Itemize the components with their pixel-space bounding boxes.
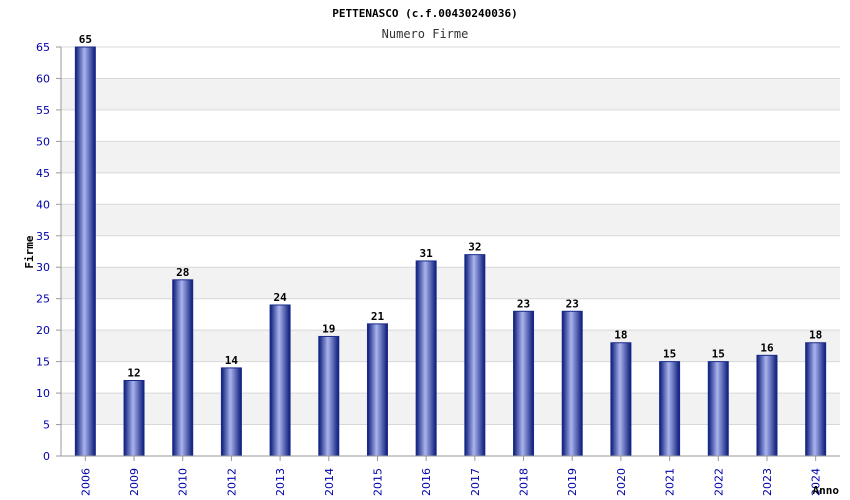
grid-band xyxy=(61,141,840,173)
bar-value-label: 31 xyxy=(420,247,434,260)
bar-value-label: 15 xyxy=(663,348,676,361)
bar-value-label: 16 xyxy=(760,341,774,354)
bar xyxy=(561,310,583,457)
x-axis-label: Anno xyxy=(813,484,840,497)
bar xyxy=(610,342,632,457)
y-tick-label: 55 xyxy=(36,104,50,117)
y-tick-label: 5 xyxy=(43,419,50,432)
y-axis-ticks: 0 5 10 15 20 25 30 35 40 45 50 55 60 65 xyxy=(36,41,61,463)
x-tick-label: 2013 xyxy=(274,468,287,496)
bar xyxy=(318,335,340,457)
y-tick-label: 40 xyxy=(36,198,50,211)
x-tick-label: 2015 xyxy=(371,468,384,496)
x-tick-label: 2016 xyxy=(420,468,433,496)
x-tick-label: 2010 xyxy=(177,468,190,496)
y-tick-label: 25 xyxy=(36,293,50,306)
bar-value-label: 32 xyxy=(468,241,481,254)
bar xyxy=(366,323,388,457)
bar-value-label: 18 xyxy=(809,329,822,342)
bar-value-label: 18 xyxy=(614,329,627,342)
bar xyxy=(415,260,437,457)
bar xyxy=(269,304,291,457)
bar-value-label: 23 xyxy=(517,297,530,310)
y-tick-label: 60 xyxy=(36,72,50,85)
x-tick-label: 2014 xyxy=(323,468,336,496)
y-tick-label: 50 xyxy=(36,135,50,148)
y-axis-label: Firme xyxy=(23,235,36,268)
y-tick-label: 30 xyxy=(36,261,50,274)
bar xyxy=(74,46,96,457)
chart-title: PETTENASCO (c.f.00430240036) xyxy=(332,7,517,20)
bar xyxy=(464,254,486,457)
x-tick-label: 2024 xyxy=(810,468,823,496)
y-tick-label: 20 xyxy=(36,324,50,337)
x-axis-ticks: 2006 2009 2010 2012 2013 2014 2015 2016 2017 2018… xyxy=(79,456,823,496)
bar xyxy=(756,354,778,457)
grid-band xyxy=(61,78,840,110)
x-tick-label: 2019 xyxy=(566,468,579,496)
chart-subtitle: Numero Firme xyxy=(382,27,469,41)
bar-value-label: 21 xyxy=(371,310,385,323)
y-tick-label: 0 xyxy=(43,450,50,463)
x-tick-label: 2006 xyxy=(79,468,92,496)
y-tick-label: 10 xyxy=(36,387,50,400)
bar-value-label: 12 xyxy=(127,366,140,379)
bar-value-label: 65 xyxy=(79,33,92,46)
x-tick-label: 2018 xyxy=(518,468,531,496)
y-tick-label: 15 xyxy=(36,356,50,369)
bar-value-label: 24 xyxy=(273,291,287,304)
x-tick-label: 2023 xyxy=(761,468,774,496)
y-tick-label: 45 xyxy=(36,167,50,180)
bar xyxy=(172,279,194,457)
bar xyxy=(659,361,681,457)
bar xyxy=(513,310,535,457)
bar-value-label: 19 xyxy=(322,322,335,335)
y-tick-label: 35 xyxy=(36,230,50,243)
x-tick-label: 2009 xyxy=(128,468,141,496)
bar-value-label: 23 xyxy=(566,297,579,310)
bar-value-label: 28 xyxy=(176,266,189,279)
x-tick-label: 2022 xyxy=(712,468,725,496)
bar xyxy=(123,379,145,457)
bar-value-label: 15 xyxy=(712,348,725,361)
bar xyxy=(220,367,242,457)
x-tick-label: 2017 xyxy=(469,468,482,496)
y-tick-label: 65 xyxy=(36,41,50,54)
grid-bands xyxy=(61,78,840,425)
x-tick-label: 2020 xyxy=(615,468,628,496)
x-tick-label: 2012 xyxy=(225,468,238,496)
bars: 65 12 28 14 24 19 21 31 32 23 23 18 15 15 16 18 xyxy=(74,33,827,457)
grid-band xyxy=(61,204,840,236)
x-tick-label: 2021 xyxy=(664,468,677,496)
bar xyxy=(707,361,729,457)
bar-value-label: 14 xyxy=(225,354,239,367)
bar xyxy=(805,342,827,457)
